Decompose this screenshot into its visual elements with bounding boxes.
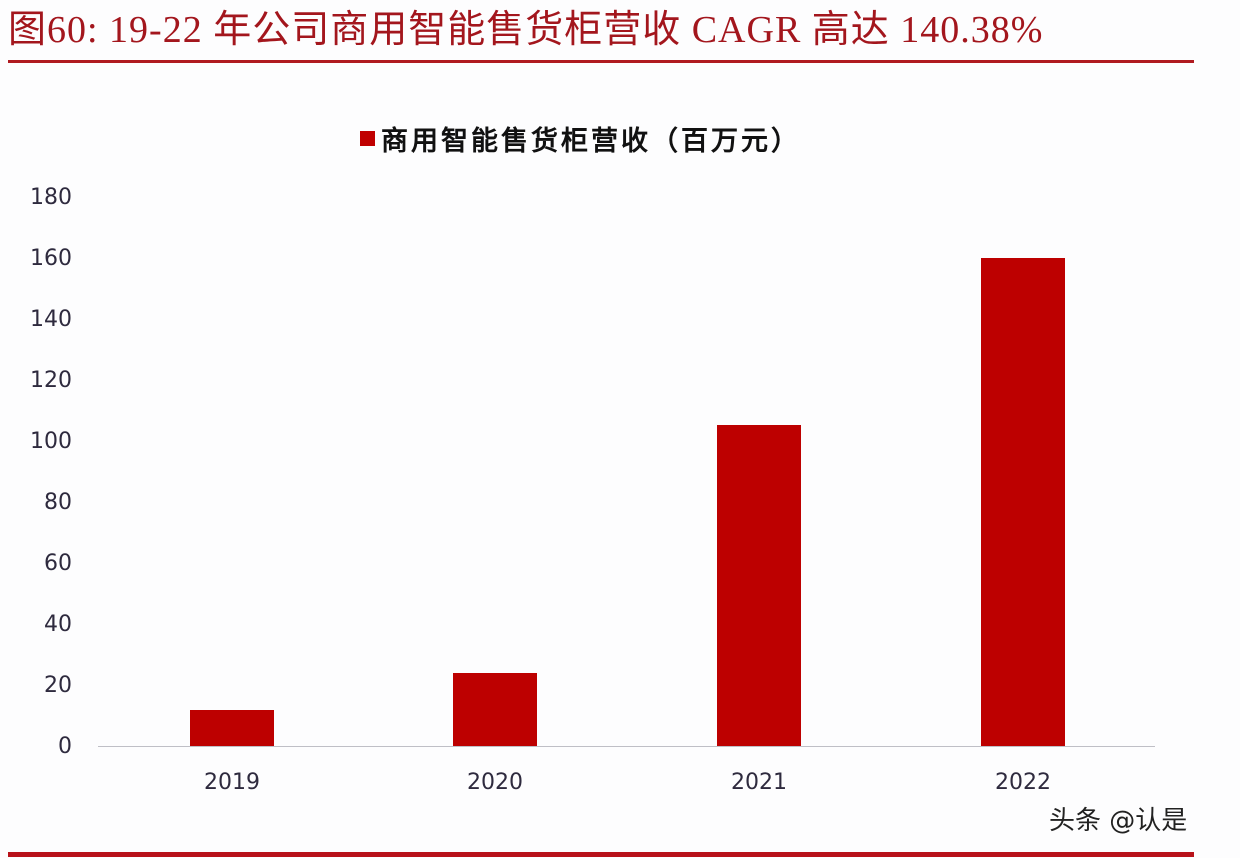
bar-2020	[453, 672, 537, 746]
x-tick-label: 2020	[467, 770, 523, 795]
bar-2022	[981, 257, 1065, 746]
y-tick-label: 60	[44, 551, 72, 576]
watermark-text: 头条 @认是	[1049, 806, 1188, 836]
legend-swatch-icon	[360, 130, 375, 146]
y-tick-label: 180	[30, 185, 72, 210]
x-axis-line	[98, 746, 1155, 747]
legend-label: 商用智能售货柜营收（百万元）	[381, 125, 801, 157]
bottom-divider	[8, 852, 1194, 857]
y-tick-label: 0	[58, 734, 72, 759]
bar-2019	[190, 710, 274, 746]
y-tick-label: 100	[30, 429, 72, 454]
bar-2021	[717, 424, 801, 746]
x-tick-label: 2019	[204, 770, 260, 795]
x-tick-label: 2022	[995, 770, 1051, 795]
y-tick-label: 40	[44, 612, 72, 637]
chart-legend: 商用智能售货柜营收（百万元）	[360, 118, 801, 158]
title-divider	[8, 60, 1194, 63]
y-tick-label: 120	[30, 368, 72, 393]
y-tick-label: 80	[44, 490, 72, 515]
x-tick-label: 2021	[731, 770, 787, 795]
y-tick-label: 160	[30, 246, 72, 271]
figure-title: 图60: 19-22 年公司商用智能售货柜营收 CAGR 高达 140.38%	[8, 9, 1044, 51]
y-tick-label: 20	[44, 673, 72, 698]
y-tick-label: 140	[30, 307, 72, 332]
